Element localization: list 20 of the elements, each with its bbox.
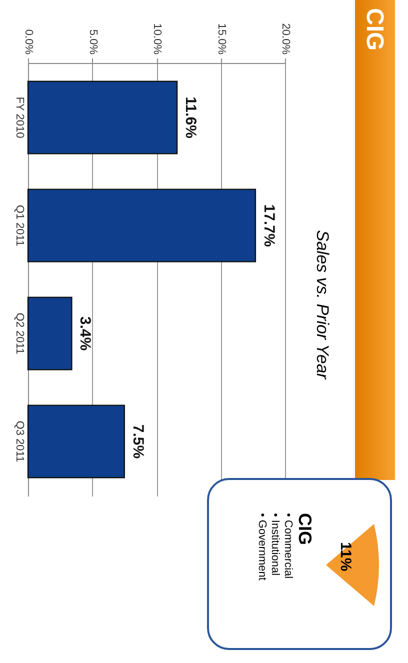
x-tick-label: 15.0% [215, 23, 228, 55]
callout-box: 11% CIG • Commercial • Institutional • Government [207, 478, 392, 650]
y-tick-label: FY 2010 [14, 96, 26, 138]
text: CIG [360, 8, 388, 51]
y-tick-label: Q1 2011 [14, 204, 26, 246]
y-tick-label: Q3 2011 [14, 420, 26, 462]
bar [27, 404, 125, 478]
data-label: 11.6% [182, 96, 200, 138]
x-tick-label: 0.0% [22, 29, 34, 55]
data-label: 7.5% [129, 424, 146, 459]
x-tick-label: 10.0% [151, 23, 163, 55]
x-tick-label: 20.0% [280, 23, 292, 55]
y-tick-label: Q2 2011 [14, 312, 26, 354]
bar [27, 296, 72, 370]
bar [27, 80, 178, 154]
x-tick-label: 5.0% [86, 29, 99, 55]
text: Sales vs. Prior Year [312, 230, 332, 379]
data-label: 17.7% [260, 204, 278, 247]
data-label: 3.4% [76, 316, 94, 351]
bar [27, 188, 256, 262]
